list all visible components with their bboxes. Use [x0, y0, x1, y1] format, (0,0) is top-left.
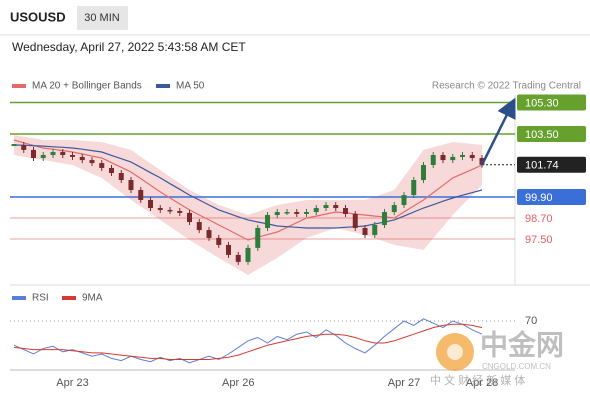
source: Research © 2022 Trading Central [432, 81, 581, 92]
candle [421, 164, 426, 181]
legend-label: 9MA [82, 293, 103, 304]
candle [50, 152, 56, 156]
x-tick-label: Apr 28 [466, 377, 498, 389]
x-tick-label: Apr 23 [56, 377, 88, 389]
candle [274, 212, 280, 216]
level-label: 101.74 [525, 160, 559, 172]
bollinger-band [14, 135, 482, 276]
x-tick-label: Apr 26 [222, 377, 254, 389]
level-box [517, 126, 586, 143]
candle [391, 205, 397, 213]
legend-label: MA 50 [176, 81, 205, 92]
candle [343, 208, 348, 214]
y-tick-label: 70 [525, 315, 537, 327]
legend-label: RSI [32, 293, 49, 304]
timeframe-box[interactable] [77, 6, 128, 30]
candle [440, 155, 446, 161]
candle [109, 167, 114, 174]
candle [206, 230, 212, 238]
candle [372, 224, 378, 235]
candle [187, 212, 192, 223]
level-label: 105.30 [525, 97, 559, 109]
timeframe[interactable]: 30 MIN [84, 12, 120, 24]
x-tick-label: Apr 27 [388, 377, 420, 389]
candle [479, 157, 485, 165]
candle [333, 205, 339, 209]
candle [430, 155, 436, 165]
candle [226, 244, 231, 255]
ma-line [13, 139, 483, 241]
level-label: 98.70 [525, 213, 553, 225]
legend-label: MA 20 + Bollinger Bands [32, 81, 142, 92]
candle [79, 156, 85, 161]
candle [148, 199, 153, 209]
watermark-site: CNGOLD.COM.CN [482, 362, 551, 371]
candle [284, 212, 290, 214]
candle [177, 210, 183, 213]
candle [294, 212, 300, 214]
ma-line [13, 144, 483, 229]
candle [460, 155, 465, 157]
candle [401, 195, 407, 206]
candle [313, 208, 319, 213]
candle [411, 180, 417, 196]
candle [235, 254, 241, 262]
level-label: 97.50 [525, 234, 553, 246]
datetime: Wednesday, April 27, 2022 5:43:58 AM CET [12, 40, 246, 54]
candle [89, 160, 95, 164]
level-box [517, 156, 586, 173]
level-label: 99.90 [525, 192, 553, 204]
candle [21, 145, 27, 150]
level-box [517, 188, 586, 205]
watermark-name: 中金网 [480, 328, 564, 360]
candle [157, 208, 163, 210]
candle [216, 237, 222, 245]
candle [118, 173, 124, 181]
candle [323, 205, 329, 209]
candle [70, 155, 75, 157]
level-box [517, 94, 586, 111]
indicator-line [13, 323, 483, 360]
candle [40, 155, 46, 158]
candle [450, 156, 456, 161]
candle [469, 155, 475, 158]
candle [167, 209, 173, 212]
candle [60, 152, 66, 156]
candle [196, 222, 202, 231]
watermark: 中金网 CNGOLD.COM.CN 中 文 财 经 新 媒 体 [430, 328, 564, 387]
candle [352, 213, 358, 228]
candle [128, 180, 134, 190]
watermark-slogan: 中 文 财 经 新 媒 体 [430, 373, 525, 387]
symbol: USOUSD [10, 9, 66, 24]
candle [11, 144, 17, 147]
candle [31, 149, 36, 158]
candle [255, 227, 261, 248]
candle [138, 190, 144, 200]
target-arrow [480, 97, 516, 166]
candle [265, 215, 270, 228]
indicator-line [13, 318, 483, 364]
watermark-logo-inner [447, 344, 463, 360]
candle [99, 163, 105, 168]
level-label: 103.50 [525, 129, 559, 141]
candle [382, 212, 387, 225]
candle [304, 212, 309, 214]
candle [362, 227, 368, 235]
candle [245, 247, 251, 262]
